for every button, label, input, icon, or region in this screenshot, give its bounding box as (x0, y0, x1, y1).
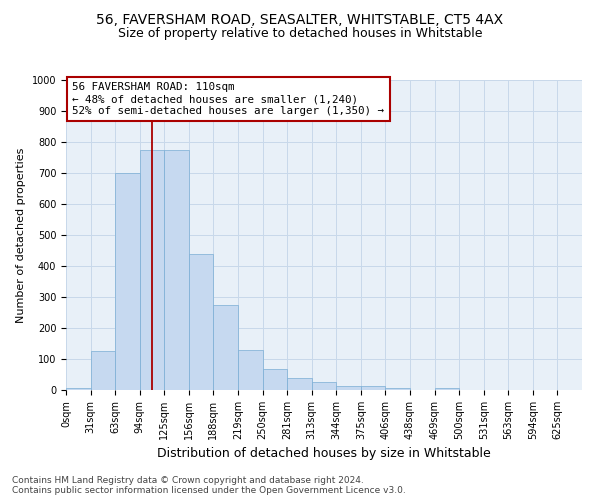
Bar (312, 382, 336, 390)
Bar (434, 388, 459, 390)
X-axis label: Distribution of detached houses by size in Whitstable: Distribution of detached houses by size … (157, 448, 491, 460)
Bar (287, 378, 312, 390)
Text: Size of property relative to detached houses in Whitstable: Size of property relative to detached ho… (118, 28, 482, 40)
Text: 56, FAVERSHAM ROAD, SEASALTER, WHITSTABLE, CT5 4AX: 56, FAVERSHAM ROAD, SEASALTER, WHITSTABL… (97, 12, 503, 26)
Bar (115, 173, 140, 390)
Bar (238, 350, 263, 390)
Bar (336, 386, 361, 390)
Bar (66, 388, 91, 390)
Bar (361, 386, 385, 390)
Bar (189, 254, 214, 390)
Text: Contains HM Land Registry data © Crown copyright and database right 2024.
Contai: Contains HM Land Registry data © Crown c… (12, 476, 406, 495)
Y-axis label: Number of detached properties: Number of detached properties (16, 148, 26, 322)
Bar (91, 351, 115, 390)
Bar (140, 150, 164, 390)
Bar (263, 369, 287, 390)
Bar (164, 150, 189, 390)
Bar (385, 388, 410, 390)
Bar (214, 304, 238, 390)
Text: 56 FAVERSHAM ROAD: 110sqm
← 48% of detached houses are smaller (1,240)
52% of se: 56 FAVERSHAM ROAD: 110sqm ← 48% of detac… (72, 82, 384, 116)
